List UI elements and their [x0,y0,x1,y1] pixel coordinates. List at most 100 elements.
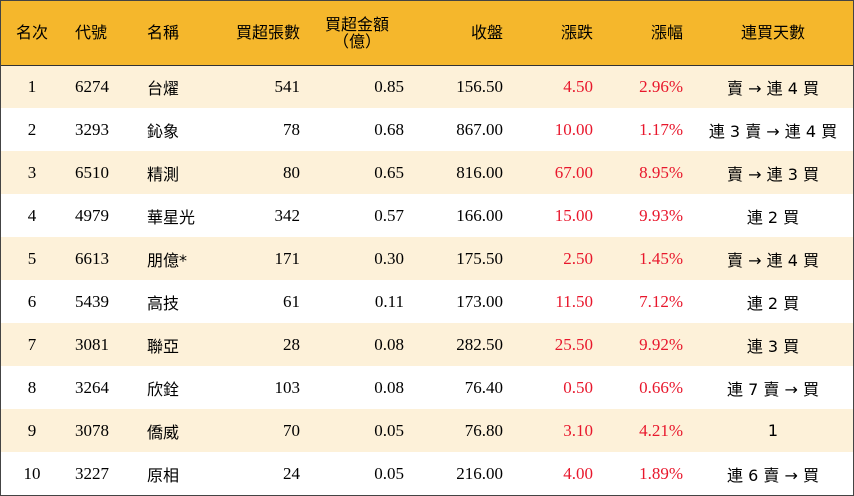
cell-change-pct: 9.92% [639,334,683,354]
cell-close: 76.80 [464,420,503,440]
table-row: 5 6613 朋億* 171 0.30 175.50 2.50 1.45% 賣 → 連 4 買 [1,237,853,280]
cell-change: 4.50 [563,76,593,96]
cell-name: 台燿 [147,78,180,98]
cell-change: 4.00 [563,463,593,483]
cell-close: 867.00 [456,119,503,139]
cell-code: 3081 [75,334,109,354]
cell-name: 聯亞 [147,336,180,356]
cell-close: 216.00 [456,463,503,483]
cell-change: 25.50 [554,334,593,354]
cell-streak: 賣 → 連 4 買 [727,78,819,98]
header-change-pct: 漲幅 [603,1,693,66]
cell-name: 精測 [147,164,180,184]
table-row: 9 3078 僑威 70 0.05 76.80 3.10 4.21% 1 [1,409,853,452]
header-rank: 名次 [1,1,63,66]
cell-net-buy-lots: 28 [283,334,300,354]
cell-streak: 連 6 賣 → 買 [727,465,819,485]
table-row: 8 3264 欣銓 103 0.08 76.40 0.50 0.66% 連 7 賣 → 買 [1,366,853,409]
cell-name: 原相 [147,465,180,485]
cell-rank: 5 [27,248,37,268]
cell-net-buy-amount: 0.30 [374,248,404,268]
cell-name: 僑威 [147,422,180,442]
header-change: 漲跌 [513,1,603,66]
cell-rank: 3 [27,162,37,182]
cell-change: 11.50 [555,291,593,311]
cell-change-pct: 1.89% [639,463,683,483]
cell-rank: 8 [27,377,37,397]
cell-rank: 6 [27,291,37,311]
cell-streak: 1 [767,421,779,440]
header-net-buy-amount-line1: 買超金額 [324,14,389,34]
cell-change: 3.10 [563,420,593,440]
cell-change: 10.00 [554,119,593,139]
cell-rank: 1 [27,76,37,96]
cell-close: 156.50 [456,76,503,96]
cell-streak: 賣 → 連 4 買 [727,250,819,270]
cell-net-buy-lots: 342 [274,205,301,225]
cell-net-buy-lots: 78 [283,119,300,139]
cell-code: 3078 [75,420,109,440]
cell-change-pct: 8.95% [639,162,683,182]
cell-close: 166.00 [456,205,503,225]
cell-net-buy-amount: 0.08 [374,334,404,354]
cell-close: 173.00 [456,291,503,311]
cell-close: 282.50 [456,334,503,354]
cell-code: 4979 [75,205,109,225]
cell-net-buy-amount: 0.05 [374,420,404,440]
cell-change: 2.50 [563,248,593,268]
table-row: 1 6274 台燿 541 0.85 156.50 4.50 2.96% 賣 → 連 4 買 [1,65,853,108]
cell-net-buy-amount: 0.05 [374,463,404,483]
cell-code: 3227 [75,463,109,483]
cell-streak: 連 7 賣 → 買 [727,379,819,399]
table-row: 6 5439 高技 61 0.11 173.00 11.50 7.12% 連 2 買 [1,280,853,323]
cell-rank: 10 [23,463,41,483]
cell-net-buy-lots: 80 [283,162,300,182]
cell-code: 5439 [75,291,109,311]
cell-streak: 連 2 買 [746,207,800,227]
cell-net-buy-amount: 0.08 [374,377,404,397]
header-net-buy-lots: 買超張數 [211,1,310,66]
cell-code: 3293 [75,119,109,139]
cell-net-buy-amount: 0.68 [374,119,404,139]
table-row: 4 4979 華星光 342 0.57 166.00 15.00 9.93% 連 2 買 [1,194,853,237]
cell-name: 華星光 [147,207,196,227]
cell-net-buy-amount: 0.65 [374,162,404,182]
cell-streak: 賣 → 連 3 買 [727,164,819,184]
cell-net-buy-lots: 61 [283,291,300,311]
cell-change-pct: 4.21% [639,420,683,440]
cell-change-pct: 7.12% [639,291,683,311]
table-row: 3 6510 精測 80 0.65 816.00 67.00 8.95% 賣 → 連 3 買 [1,151,853,194]
cell-name: 朋億* [147,250,188,270]
table-header-row: 名次 代號 名稱 買超張數 買超金額 （億） 收盤 漲跌 漲幅 連買天數 [1,1,853,66]
cell-name: 欣銓 [147,379,180,399]
cell-net-buy-lots: 103 [274,377,301,397]
cell-change-pct: 0.66% [639,377,683,397]
cell-code: 6613 [75,248,109,268]
table-row: 2 3293 鈊象 78 0.68 867.00 10.00 1.17% 連 3 賣 → 連 4… [1,108,853,151]
cell-rank: 4 [27,205,37,225]
table-row: 10 3227 原相 24 0.05 216.00 4.00 1.89% 連 6 賣 → 買 [1,452,853,495]
cell-change-pct: 9.93% [639,205,683,225]
cell-close: 816.00 [456,162,503,182]
cell-change-pct: 1.17% [639,119,683,139]
cell-rank: 2 [27,119,37,139]
cell-net-buy-amount: 0.57 [374,205,404,225]
cell-net-buy-lots: 541 [274,76,301,96]
cell-change: 67.00 [554,162,593,182]
cell-code: 6274 [75,76,109,96]
cell-code: 6510 [75,162,109,182]
header-name: 名稱 [133,1,211,66]
header-code: 代號 [63,1,133,66]
cell-change-pct: 2.96% [639,76,683,96]
header-streak: 連買天數 [693,1,853,66]
cell-name: 鈊象 [147,121,180,141]
cell-close: 76.40 [464,377,503,397]
cell-code: 3264 [75,377,109,397]
cell-rank: 7 [27,334,37,354]
cell-net-buy-amount: 0.85 [374,76,404,96]
header-close: 收盤 [414,1,513,66]
cell-net-buy-lots: 171 [274,248,301,268]
cell-net-buy-lots: 70 [283,420,300,440]
